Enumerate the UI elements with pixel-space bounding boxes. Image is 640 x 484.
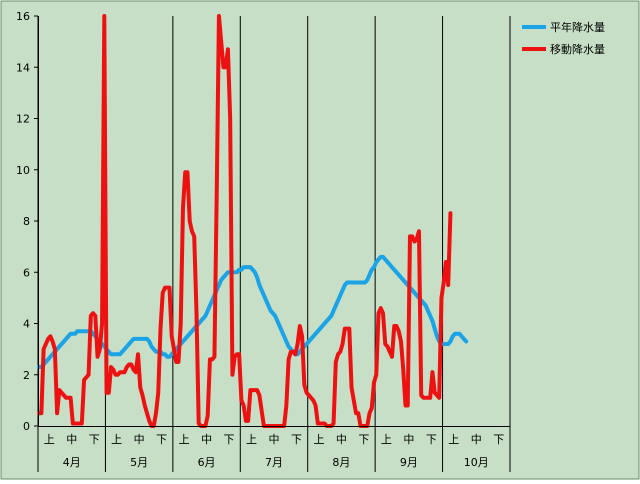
period-label: 中: [66, 433, 77, 446]
month-label: 8月: [332, 456, 350, 469]
period-label: 上: [111, 433, 122, 446]
period-label: 上: [313, 433, 324, 446]
period-label: 下: [358, 433, 369, 446]
month-label: 7月: [265, 456, 283, 469]
series-lines: [37, 14, 469, 428]
period-label: 上: [179, 433, 190, 446]
period-label: 中: [269, 433, 280, 446]
y-tick-label: 12: [16, 113, 30, 126]
period-label: 中: [403, 433, 414, 446]
y-tick-label: 4: [23, 318, 30, 331]
period-label: 下: [493, 433, 504, 446]
y-tick-label: 0: [23, 420, 30, 433]
legend-label: 平年降水量: [550, 20, 605, 34]
y-tick-label: 8: [23, 215, 30, 228]
y-tick-label: 6: [23, 266, 30, 279]
period-label: 下: [291, 433, 302, 446]
period-label: 上: [381, 433, 392, 446]
month-label: 6月: [198, 456, 216, 469]
series-line-2: [37, 14, 453, 428]
period-label: 下: [156, 433, 167, 446]
period-label: 中: [134, 433, 145, 446]
period-label: 中: [201, 433, 212, 446]
plot-area: [38, 16, 510, 426]
y-tick-label: 2: [23, 369, 30, 382]
month-label: 9月: [400, 456, 418, 469]
y-axis: 0 2 4 6 8 10 12 14 16: [16, 10, 38, 433]
month-label: 4月: [63, 456, 81, 469]
period-label: 下: [224, 433, 235, 446]
period-label: 上: [448, 433, 459, 446]
month-label: 5月: [130, 456, 148, 469]
period-label: 中: [471, 433, 482, 446]
period-label: 下: [426, 433, 437, 446]
series-line-1: [37, 254, 469, 370]
month-label: 10月: [464, 456, 489, 469]
y-tick-label: 16: [16, 10, 30, 23]
period-label: 上: [246, 433, 257, 446]
period-label: 下: [89, 433, 100, 446]
x-axis-labels: 上中下4月上中下5月上中下6月上中下7月上中下8月上中下9月上中下10月: [44, 433, 505, 469]
y-tick-label: 10: [16, 164, 30, 177]
period-label: 中: [336, 433, 347, 446]
y-tick-label: 14: [16, 61, 30, 74]
legend-label: 移動降水量: [550, 42, 605, 56]
period-label: 上: [44, 433, 55, 446]
